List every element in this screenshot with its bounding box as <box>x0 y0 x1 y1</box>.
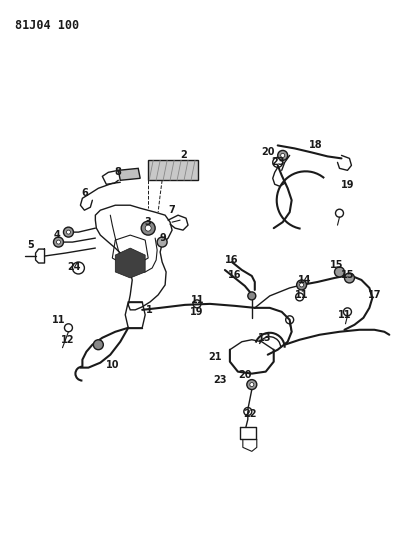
Text: 8: 8 <box>115 167 122 177</box>
Text: 17: 17 <box>368 290 381 300</box>
Circle shape <box>145 225 151 231</box>
Circle shape <box>56 240 61 244</box>
Text: 16: 16 <box>228 270 242 280</box>
Text: 11: 11 <box>338 310 351 320</box>
Text: 20: 20 <box>261 148 275 157</box>
Polygon shape <box>115 248 145 278</box>
Circle shape <box>248 292 256 300</box>
Text: 23: 23 <box>213 375 227 385</box>
Text: 19: 19 <box>190 307 204 317</box>
Text: 3: 3 <box>145 217 152 227</box>
Text: 20: 20 <box>238 369 252 379</box>
Text: 2: 2 <box>181 150 188 160</box>
Circle shape <box>335 267 344 277</box>
Text: 5: 5 <box>27 240 34 250</box>
Circle shape <box>141 221 155 235</box>
Text: 6: 6 <box>81 188 88 198</box>
Text: 19: 19 <box>341 180 354 190</box>
Text: 15: 15 <box>341 270 354 280</box>
Circle shape <box>344 273 355 283</box>
Text: 12: 12 <box>61 335 74 345</box>
Circle shape <box>278 150 288 160</box>
Text: 11: 11 <box>295 290 309 300</box>
Polygon shape <box>118 168 140 180</box>
Text: 81J04 100: 81J04 100 <box>15 19 79 32</box>
Text: 16: 16 <box>225 255 239 265</box>
Text: 11: 11 <box>191 295 205 305</box>
Text: 18: 18 <box>309 140 322 150</box>
Text: 7: 7 <box>169 205 175 215</box>
Text: 22: 22 <box>243 409 256 419</box>
Text: 11: 11 <box>52 315 65 325</box>
Circle shape <box>93 340 103 350</box>
Text: 1: 1 <box>146 305 152 315</box>
Circle shape <box>67 230 71 234</box>
Circle shape <box>299 283 304 287</box>
Circle shape <box>157 237 167 247</box>
Circle shape <box>54 237 63 247</box>
Text: 23: 23 <box>271 157 284 167</box>
Circle shape <box>297 280 307 290</box>
Text: 13: 13 <box>258 333 271 343</box>
Circle shape <box>250 383 254 386</box>
Polygon shape <box>148 160 198 180</box>
Text: 24: 24 <box>68 262 81 272</box>
Text: 9: 9 <box>160 233 167 243</box>
Text: 15: 15 <box>330 260 343 270</box>
Text: 10: 10 <box>106 360 119 370</box>
Circle shape <box>247 379 257 390</box>
Text: 21: 21 <box>208 352 222 362</box>
Text: 14: 14 <box>298 275 311 285</box>
Text: 4: 4 <box>54 230 61 240</box>
Circle shape <box>63 227 73 237</box>
Circle shape <box>281 154 285 157</box>
